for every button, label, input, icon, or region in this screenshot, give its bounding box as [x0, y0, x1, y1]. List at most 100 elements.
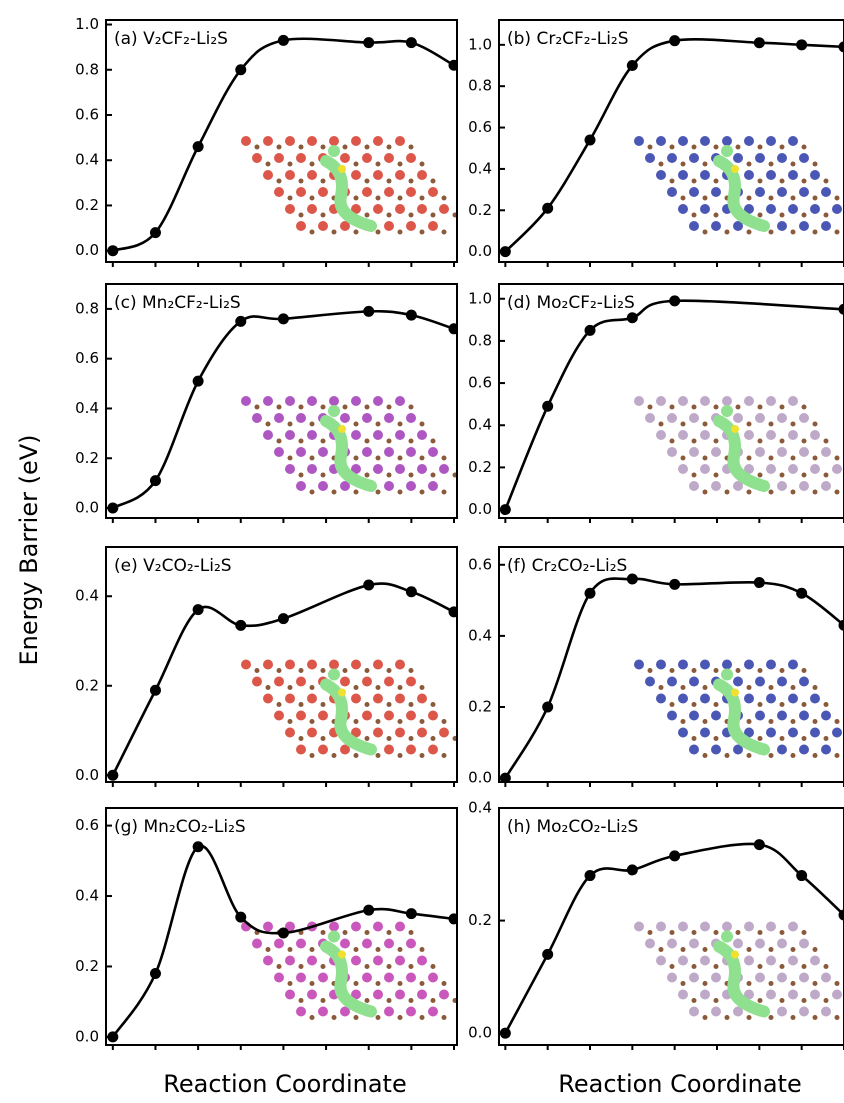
plot-frame	[105, 807, 458, 1046]
data-point	[107, 1031, 119, 1043]
y-tick-label: 1.0	[468, 289, 492, 307]
data-point	[405, 586, 417, 598]
data-point	[838, 619, 844, 631]
plot-frame	[498, 283, 844, 519]
y-tick-label: 0.0	[75, 499, 99, 517]
data-point	[542, 701, 554, 713]
y-tick-label: 0.2	[75, 196, 99, 214]
inset-structure	[634, 396, 842, 495]
data-point	[499, 246, 511, 258]
x-axis-label: Reaction Coordinate	[163, 1070, 406, 1098]
y-tick-label: 0.6	[468, 555, 492, 573]
data-point	[405, 37, 417, 49]
plot-area	[107, 305, 457, 514]
data-point	[363, 579, 375, 591]
plot-area	[499, 573, 844, 782]
panel-title: (d) Mo₂CF₂-Li₂S	[507, 293, 635, 313]
data-point	[448, 59, 457, 71]
data-point	[363, 904, 375, 916]
y-tick-label: 1.0	[468, 35, 492, 53]
data-point	[277, 313, 289, 325]
panel: 0.0 0.2 0.4 (e) V₂CO₂-Li₂S	[75, 546, 458, 787]
line	[504, 299, 844, 511]
y-tick-label: 0.0	[468, 242, 492, 260]
data-point	[107, 502, 119, 514]
y-tick-label: 0.4	[75, 399, 99, 417]
data-point	[235, 911, 247, 923]
data-point	[277, 927, 289, 939]
data-point	[584, 134, 596, 146]
data-point	[149, 684, 161, 696]
panel: 0.0 0.2 0.4 0.6 0.8 (c) Mn₂CF₂-Li₂S	[75, 283, 458, 523]
y-tick-label: 0.0	[75, 1027, 99, 1045]
y-tick-label: 0.4	[468, 626, 492, 644]
plot-frame	[105, 283, 458, 519]
data-point	[405, 908, 417, 920]
data-point	[584, 870, 596, 882]
y-tick-label: 0.8	[75, 299, 99, 317]
plot-area	[107, 841, 457, 1043]
inset-structure	[634, 659, 842, 758]
y-tick-label: 0.4	[75, 151, 99, 169]
data-point	[448, 913, 457, 925]
y-tick-label: 0.2	[75, 957, 99, 975]
data-point	[753, 577, 765, 589]
y-tick-label: 0.2	[75, 449, 99, 467]
plot-frame	[498, 546, 844, 783]
plot-frame	[498, 807, 844, 1046]
y-tick-label: 0.4	[468, 799, 492, 817]
y-tick-label: 0.8	[468, 331, 492, 349]
inset-structure	[634, 136, 842, 235]
plot-frame	[105, 19, 458, 263]
data-point	[499, 1027, 511, 1039]
y-tick-label: 0.8	[75, 60, 99, 78]
data-point	[669, 295, 681, 307]
y-tick-label: 0.2	[468, 697, 492, 715]
data-point	[192, 841, 204, 853]
y-tick-label: 0.6	[75, 105, 99, 123]
inset-structure	[241, 396, 457, 495]
y-tick-label: 0.4	[468, 159, 492, 177]
data-point	[753, 839, 765, 851]
data-point	[542, 400, 554, 412]
data-point	[838, 909, 844, 921]
line	[504, 842, 844, 1034]
panel-title: (f) Cr₂CO₂-Li₂S	[507, 556, 627, 576]
data-point	[542, 948, 554, 960]
data-point	[277, 613, 289, 625]
data-point	[584, 587, 596, 599]
data-point	[796, 587, 808, 599]
data-point	[277, 34, 289, 46]
data-point	[107, 245, 119, 257]
data-point	[669, 578, 681, 590]
x-axis-label: Reaction Coordinate	[558, 1070, 801, 1098]
panel-title: (e) V₂CO₂-Li₂S	[114, 556, 232, 576]
data-point	[149, 968, 161, 980]
panel: 0.0 0.2 0.4 0.6 0.8 1.0 (b) Cr₂CF₂-Li₂S	[468, 19, 844, 267]
plot-frame	[105, 546, 458, 783]
panel-title: (c) Mn₂CF₂-Li₂S	[114, 293, 241, 313]
y-tick-label: 0.6	[468, 374, 492, 392]
data-point	[235, 619, 247, 631]
data-point	[499, 504, 511, 516]
y-tick-label: 0.0	[75, 241, 99, 259]
panel-title: (b) Cr₂CF₂-Li₂S	[507, 29, 629, 49]
data-point	[448, 323, 457, 335]
data-point	[626, 60, 638, 72]
data-point	[838, 41, 844, 53]
data-point	[753, 37, 765, 49]
plot-area	[107, 34, 457, 257]
line	[112, 309, 455, 510]
inset-structure	[241, 921, 457, 1020]
data-point	[107, 769, 119, 781]
inset-structure	[241, 136, 457, 235]
y-tick-label: 0.4	[75, 887, 99, 905]
data-point	[149, 227, 161, 239]
y-axis-label: Energy Barrier (eV)	[15, 435, 43, 666]
panel-title: (g) Mn₂CO₂-Li₂S	[114, 817, 246, 837]
y-tick-label: 0.2	[468, 458, 492, 476]
panel-title: (a) V₂CF₂-Li₂S	[114, 29, 228, 49]
data-point	[626, 864, 638, 876]
inset-structure	[634, 921, 842, 1020]
data-point	[669, 850, 681, 862]
